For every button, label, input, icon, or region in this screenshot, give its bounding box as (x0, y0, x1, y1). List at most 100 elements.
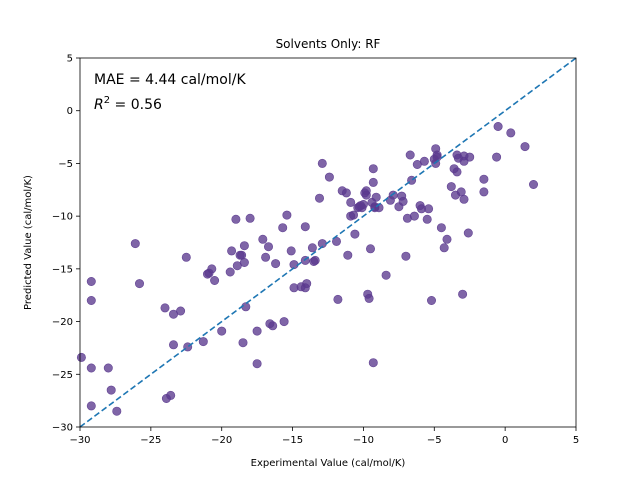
data-point-42 (271, 259, 281, 269)
x-tick-label-0: 0 (502, 435, 508, 446)
data-point-129 (479, 187, 489, 197)
data-point-21 (207, 264, 217, 274)
x-tick-label--15: −15 (282, 435, 303, 446)
data-point-9 (135, 279, 145, 289)
data-point-80 (365, 244, 375, 254)
mae-annotation: MAE = 4.44 cal/mol/K (94, 72, 246, 88)
data-point-130 (492, 152, 502, 162)
data-point-64 (341, 188, 351, 198)
data-point-113 (439, 243, 449, 253)
data-point-87 (371, 192, 381, 202)
data-point-127 (465, 152, 475, 162)
data-point-133 (520, 142, 530, 152)
data-point-111 (432, 152, 442, 162)
data-point-79 (364, 293, 374, 303)
data-point-25 (227, 246, 237, 256)
data-point-10 (160, 303, 170, 313)
annotations: MAE = 4.44 cal/mol/K R2 = 0.56 (94, 72, 246, 113)
data-point-126 (463, 228, 473, 238)
r2-suffix: = 0.56 (110, 97, 162, 113)
data-point-128 (479, 174, 489, 184)
data-point-122 (458, 289, 468, 299)
r2-prefix: R (94, 97, 104, 113)
y-axis-label: Predicted Value (cal/mol/K) (23, 175, 34, 310)
chart-title: Solvents Only: RF (276, 37, 381, 51)
y-tick-label--10: −10 (52, 212, 73, 223)
reference-line (79, 57, 577, 428)
y-tick-label-0: 0 (67, 106, 73, 117)
data-point-106 (426, 295, 436, 305)
data-point-105 (424, 204, 434, 214)
data-point-22 (210, 275, 220, 285)
data-point-91 (388, 190, 398, 200)
data-point-82 (368, 164, 378, 174)
y-tick-label--15: −15 (52, 264, 73, 275)
data-point-74 (358, 200, 368, 210)
data-point-57 (314, 193, 324, 203)
reference-line-layer (79, 57, 577, 428)
data-point-114 (442, 234, 452, 244)
data-point-59 (317, 158, 327, 168)
data-point-99 (409, 211, 419, 221)
data-point-45 (282, 210, 292, 220)
data-point-60 (324, 172, 334, 182)
data-point-77 (361, 190, 371, 200)
data-point-132 (506, 128, 516, 138)
y-tick-label--25: −25 (52, 370, 73, 381)
y-tick-label-5: 5 (67, 54, 73, 65)
data-point-53 (300, 222, 310, 232)
data-point-69 (350, 229, 360, 239)
data-point-31 (239, 257, 249, 267)
data-points (76, 122, 538, 416)
data-point-8 (130, 239, 140, 249)
data-point-3 (86, 363, 96, 373)
x-tick-label--30: −30 (69, 435, 90, 446)
data-point-62 (333, 294, 343, 304)
data-point-18 (198, 337, 208, 347)
data-point-30 (238, 338, 248, 348)
data-point-1 (86, 276, 96, 286)
data-point-4 (86, 401, 96, 411)
x-tick-label--10: −10 (353, 435, 374, 446)
x-tick-label--20: −20 (211, 435, 232, 446)
data-point-46 (286, 246, 296, 256)
y-tick-label--5: −5 (58, 159, 73, 170)
data-point-43 (278, 223, 288, 233)
data-point-61 (331, 236, 341, 246)
data-point-2 (86, 295, 96, 305)
x-tick-label--5: −5 (427, 435, 442, 446)
data-point-44 (279, 317, 289, 327)
y-ticks: −30 −25 −20 −15 −10 −5 0 5 (52, 54, 80, 434)
data-point-83 (368, 177, 378, 187)
data-point-112 (436, 223, 446, 233)
data-point-7 (112, 406, 122, 416)
data-point-39 (263, 242, 273, 252)
data-point-65 (343, 250, 353, 260)
data-point-103 (419, 156, 429, 166)
data-point-54 (307, 243, 317, 253)
data-point-0 (76, 352, 86, 362)
data-point-12 (166, 390, 176, 400)
data-point-23 (217, 326, 227, 336)
data-point-119 (452, 167, 462, 177)
data-point-5 (103, 363, 113, 373)
data-point-26 (231, 214, 241, 224)
data-point-134 (528, 180, 538, 190)
plot-frame (79, 57, 577, 428)
data-point-37 (258, 234, 268, 244)
data-point-68 (348, 210, 358, 220)
data-point-97 (405, 150, 415, 160)
data-point-36 (252, 359, 262, 369)
r2-annotation: R2 = 0.56 (94, 95, 162, 113)
data-point-131 (493, 122, 503, 132)
data-point-16 (181, 252, 191, 262)
data-point-41 (268, 321, 278, 331)
data-point-84 (368, 358, 378, 368)
data-point-15 (176, 306, 186, 316)
x-tick-label-5: 5 (573, 435, 579, 446)
data-point-56 (310, 255, 320, 265)
data-point-95 (401, 251, 411, 261)
data-point-38 (261, 252, 271, 262)
data-point-89 (381, 270, 391, 280)
